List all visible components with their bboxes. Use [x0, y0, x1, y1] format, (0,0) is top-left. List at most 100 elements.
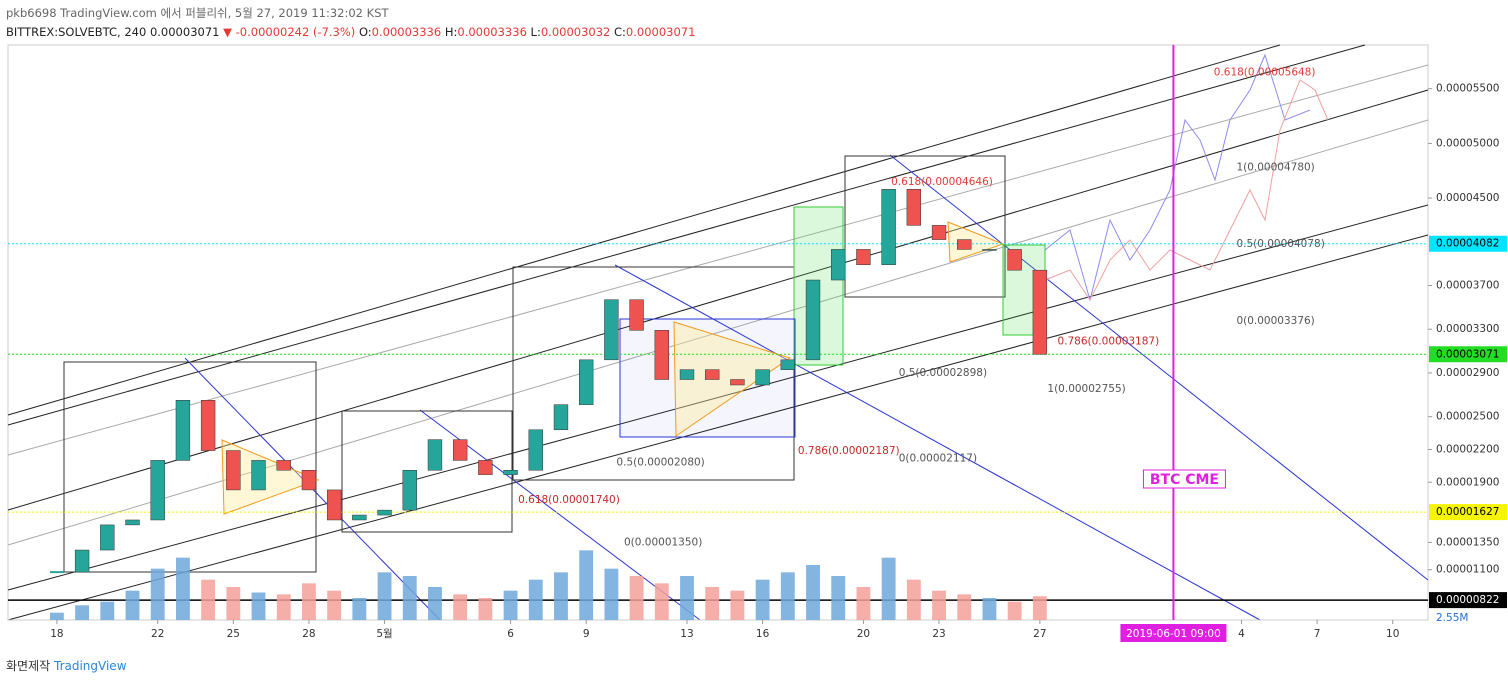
l-key: L:: [530, 25, 541, 39]
event-box: [1142, 469, 1226, 489]
down-trend: [614, 264, 1261, 621]
volume-bar: [654, 583, 669, 620]
h-key: H:: [444, 25, 458, 39]
candle: [352, 514, 367, 521]
event-date: 2019-06-01 09:00: [1126, 628, 1221, 640]
candle: [125, 519, 140, 526]
candle: [805, 279, 821, 361]
y-tick-label: 0.00005000: [1436, 137, 1499, 149]
candle: [730, 379, 745, 386]
candle: [528, 429, 543, 471]
volume-bar: [49, 612, 64, 620]
candle: [553, 404, 569, 431]
volume-bar: [251, 592, 266, 620]
candle: [780, 359, 795, 370]
fib-label: 0(0.00001350): [624, 536, 702, 548]
c-val: 0.00003071: [625, 25, 696, 39]
volume-bar: [402, 576, 417, 620]
chart: 0.00005500 0.00005000 0.00004500 0.00003700…: [7, 44, 1507, 642]
price-label: 0.00000822: [1436, 594, 1499, 606]
volume-bar: [377, 572, 392, 620]
fib-label: 0.786(0.00002187): [798, 445, 900, 457]
channel-line: [7, 204, 1429, 591]
fib-label: 0.786(0.00003187): [1057, 336, 1159, 348]
fib-label: 0(0.00003376): [1236, 315, 1314, 327]
header: pkb6698 TradingView.com 에서 퍼블리쉬, 5월 27, …: [6, 4, 695, 42]
candle: [679, 369, 695, 380]
candle: [881, 189, 896, 265]
volume-bar: [629, 576, 644, 620]
x-tick-label: 28: [302, 628, 315, 640]
volume-bar: [881, 557, 896, 620]
fib-label: 0.618(0.00004646): [891, 176, 993, 188]
volume-bar: [1032, 596, 1047, 620]
price-label-bg: [1429, 504, 1507, 521]
fib-label: 1(0.00004780): [1236, 161, 1314, 173]
x-tick-label: 27: [1033, 628, 1046, 640]
x-tick-label: 13: [680, 628, 693, 640]
fib-label: 0.618(0.00005648): [1214, 67, 1316, 79]
volume-bar: [831, 576, 846, 620]
volume-bar: [856, 587, 871, 620]
volume-bar: [327, 590, 342, 620]
o-key: O:: [358, 25, 372, 39]
volume-bar: [478, 598, 493, 620]
candle: [150, 460, 165, 521]
symbol: BITTREX:SOLVEBTC, 240: [6, 25, 147, 39]
candle: [478, 460, 493, 475]
volume-label: 2.55M: [1436, 612, 1468, 624]
volume-bar: [554, 572, 568, 620]
candle: [579, 359, 594, 405]
volume-bar: [503, 590, 518, 620]
projection: [1044, 53, 1311, 302]
y-tick-label: 0.00001900: [1436, 476, 1499, 488]
volume-bar: [428, 587, 442, 620]
x-tick-label: 6: [507, 628, 514, 640]
price-label: 0.00004082: [1436, 238, 1499, 250]
x-tick-label: 4: [1238, 628, 1245, 640]
y-tick-label: 0.00003700: [1436, 279, 1499, 291]
candle: [301, 469, 317, 491]
price-label-bg: [1429, 346, 1507, 363]
volume-bar: [453, 594, 468, 620]
candle: [402, 469, 417, 511]
volume-bar: [806, 565, 820, 620]
channel-line: [7, 234, 1429, 621]
candle: [654, 330, 669, 380]
l-val: 0.00003032: [540, 25, 611, 39]
y-tick-label: 0.00002900: [1436, 367, 1499, 379]
channel-line: [7, 44, 1281, 416]
volume-bar: [201, 579, 216, 620]
volume-bar: [680, 576, 694, 620]
candle: [931, 225, 947, 240]
y-tick-label: 0.00002200: [1436, 443, 1499, 455]
volume-bar: [226, 587, 241, 620]
candle: [604, 299, 619, 361]
footer: 화면제작 TradingView: [6, 657, 127, 674]
price-label-bg: [1429, 592, 1507, 609]
fib-box: [844, 155, 1006, 298]
candle: [1007, 249, 1022, 271]
x-tick-label: 18: [50, 628, 63, 640]
candle: [377, 509, 392, 516]
price-label: 0.00001627: [1436, 506, 1499, 518]
y-tick-label: 0.00002500: [1436, 411, 1499, 423]
h-val: 0.00003336: [457, 25, 527, 39]
x-tick-label: 25: [227, 628, 240, 640]
footer-prefix: 화면제작: [6, 659, 51, 673]
last-price: 0.00003071: [149, 25, 220, 39]
footer-brand: TradingView: [54, 659, 127, 673]
volume-bar: [604, 568, 619, 620]
channel-line: [7, 119, 1429, 546]
y-tick-label: 0.00001100: [1436, 564, 1499, 576]
x-tick-label: 22: [151, 628, 164, 640]
volume-bar: [982, 598, 997, 620]
fib-label: 1(0.00002755): [1047, 383, 1125, 395]
volume-bar: [528, 579, 543, 620]
candle: [831, 249, 846, 281]
volume-bar: [705, 587, 720, 620]
candle: [175, 400, 191, 461]
channel-line: [7, 89, 1429, 511]
candle: [705, 369, 720, 380]
